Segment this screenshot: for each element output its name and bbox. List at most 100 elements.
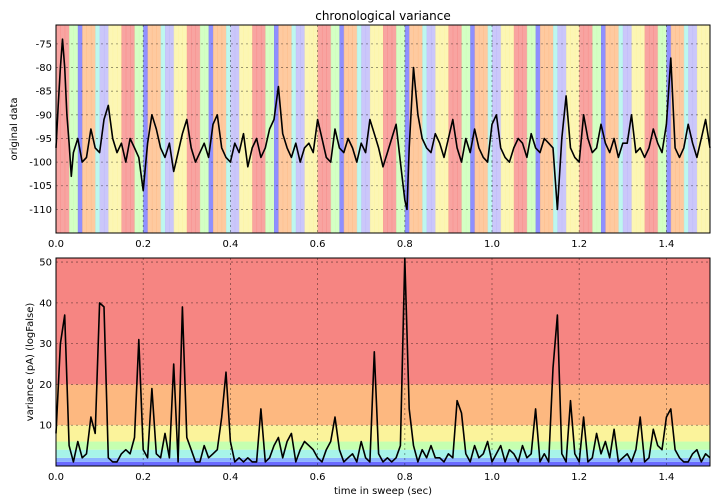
bottom-x-axis-label: time in sweep (sec) <box>334 486 432 497</box>
time-segment-band <box>260 25 266 233</box>
time-segment-band <box>138 25 144 233</box>
y-tick-label: -100 <box>29 158 52 169</box>
time-segment-band <box>622 25 628 233</box>
x-tick-label: 1.4 <box>658 239 674 250</box>
x-tick-label: 0.8 <box>397 239 413 250</box>
time-segment-band <box>82 25 88 233</box>
time-segment-band <box>666 25 672 233</box>
time-segment-band <box>361 25 367 233</box>
variance-band-6 <box>56 258 710 385</box>
time-segment-band <box>335 25 340 233</box>
time-segment-band <box>208 25 214 233</box>
time-segment-band <box>470 25 476 233</box>
time-segment-band <box>439 25 445 233</box>
time-segment-band <box>130 25 135 233</box>
time-segment-band <box>195 25 201 233</box>
y-tick-label: -80 <box>36 63 52 74</box>
time-segment-band <box>662 25 667 233</box>
time-segment-band <box>134 25 140 233</box>
time-segment-band <box>670 25 676 233</box>
time-segment-band <box>60 25 66 233</box>
time-segment-band <box>574 25 580 233</box>
top-background-bands <box>56 25 711 233</box>
x-tick-label: 1.2 <box>571 472 587 483</box>
time-segment-band <box>103 25 109 233</box>
time-segment-band <box>705 25 711 233</box>
time-segment-band <box>90 25 96 233</box>
top-axes-frame <box>55 24 711 234</box>
time-segment-band <box>430 25 436 233</box>
time-segment-band <box>199 25 205 233</box>
y-tick-label: 40 <box>39 298 52 309</box>
time-segment-band <box>500 25 506 233</box>
time-segment-band <box>186 25 192 233</box>
top-y-axis-label: original data <box>9 97 20 160</box>
time-segment-band <box>487 25 493 233</box>
bottom-y-axis-label: variance (pA) (logFalse) <box>25 303 36 422</box>
time-segment-band <box>474 25 480 233</box>
time-segment-band <box>234 25 240 233</box>
time-segment-band <box>378 25 384 233</box>
top-x-tick-labels: 0.0 0.2 0.4 0.6 0.8 1.0 1.2 1.4 <box>48 239 674 250</box>
time-segment-band <box>117 25 122 233</box>
time-segment-band <box>539 25 545 233</box>
time-segment-band <box>396 25 401 233</box>
time-segment-band <box>492 25 497 233</box>
time-segment-band <box>212 25 218 233</box>
top-grid <box>56 25 710 233</box>
time-segment-band <box>265 25 271 233</box>
time-segment-band <box>165 25 170 233</box>
time-segment-band <box>326 25 332 233</box>
time-segment-band <box>557 25 563 233</box>
time-segment-band <box>683 25 689 233</box>
time-segment-band <box>204 25 210 233</box>
time-segment-band <box>513 25 519 233</box>
time-segment-band <box>526 25 532 233</box>
time-segment-band <box>300 25 306 233</box>
x-tick-label: 0.0 <box>48 472 64 483</box>
time-segment-band <box>635 25 641 233</box>
time-segment-band <box>422 25 428 233</box>
top-chart-title: chronological variance <box>315 9 451 23</box>
time-segment-band <box>457 25 462 233</box>
time-segment-band <box>308 25 314 233</box>
time-segment-band <box>675 25 680 233</box>
y-tick-label: -110 <box>29 205 52 216</box>
time-segment-band <box>352 25 358 233</box>
top-plot-area <box>55 24 711 234</box>
time-segment-band <box>644 25 650 233</box>
top-y-tick-labels: -75 -80 -85 -90 -95 -100 -105 -110 <box>29 39 52 215</box>
time-segment-band <box>287 25 292 233</box>
time-segment-band <box>169 25 175 233</box>
time-segment-band <box>160 25 166 233</box>
time-segment-band <box>330 25 336 233</box>
time-segment-band <box>444 25 449 233</box>
time-segment-band <box>291 25 297 233</box>
time-segment-band <box>605 25 611 233</box>
y-tick-label: 50 <box>39 258 52 269</box>
bottom-axes-frame <box>55 257 711 467</box>
original-data-trace <box>55 38 711 211</box>
time-segment-band <box>191 25 197 233</box>
time-segment-band <box>274 25 279 233</box>
time-segment-band <box>247 25 253 233</box>
time-segment-band <box>77 25 83 233</box>
time-segment-band <box>400 25 406 233</box>
bottom-x-tick-labels: 0.0 0.2 0.4 0.6 0.8 1.0 1.2 1.4 <box>48 472 674 483</box>
time-segment-band <box>679 25 685 233</box>
time-segment-band <box>618 25 624 233</box>
time-segment-band <box>461 25 467 233</box>
time-segment-band <box>648 25 654 233</box>
time-segment-band <box>657 25 663 233</box>
time-segment-band <box>531 25 537 233</box>
time-segment-band <box>692 25 698 233</box>
time-segment-band <box>304 25 310 233</box>
time-segment-band <box>143 25 149 233</box>
top-series <box>55 38 711 211</box>
bottom-y-tick-labels: 10 20 30 40 50 <box>39 258 52 432</box>
x-tick-label: 0.2 <box>135 239 151 250</box>
x-tick-label: 0.2 <box>135 472 151 483</box>
time-segment-band <box>548 25 554 233</box>
time-segment-band <box>413 25 419 233</box>
